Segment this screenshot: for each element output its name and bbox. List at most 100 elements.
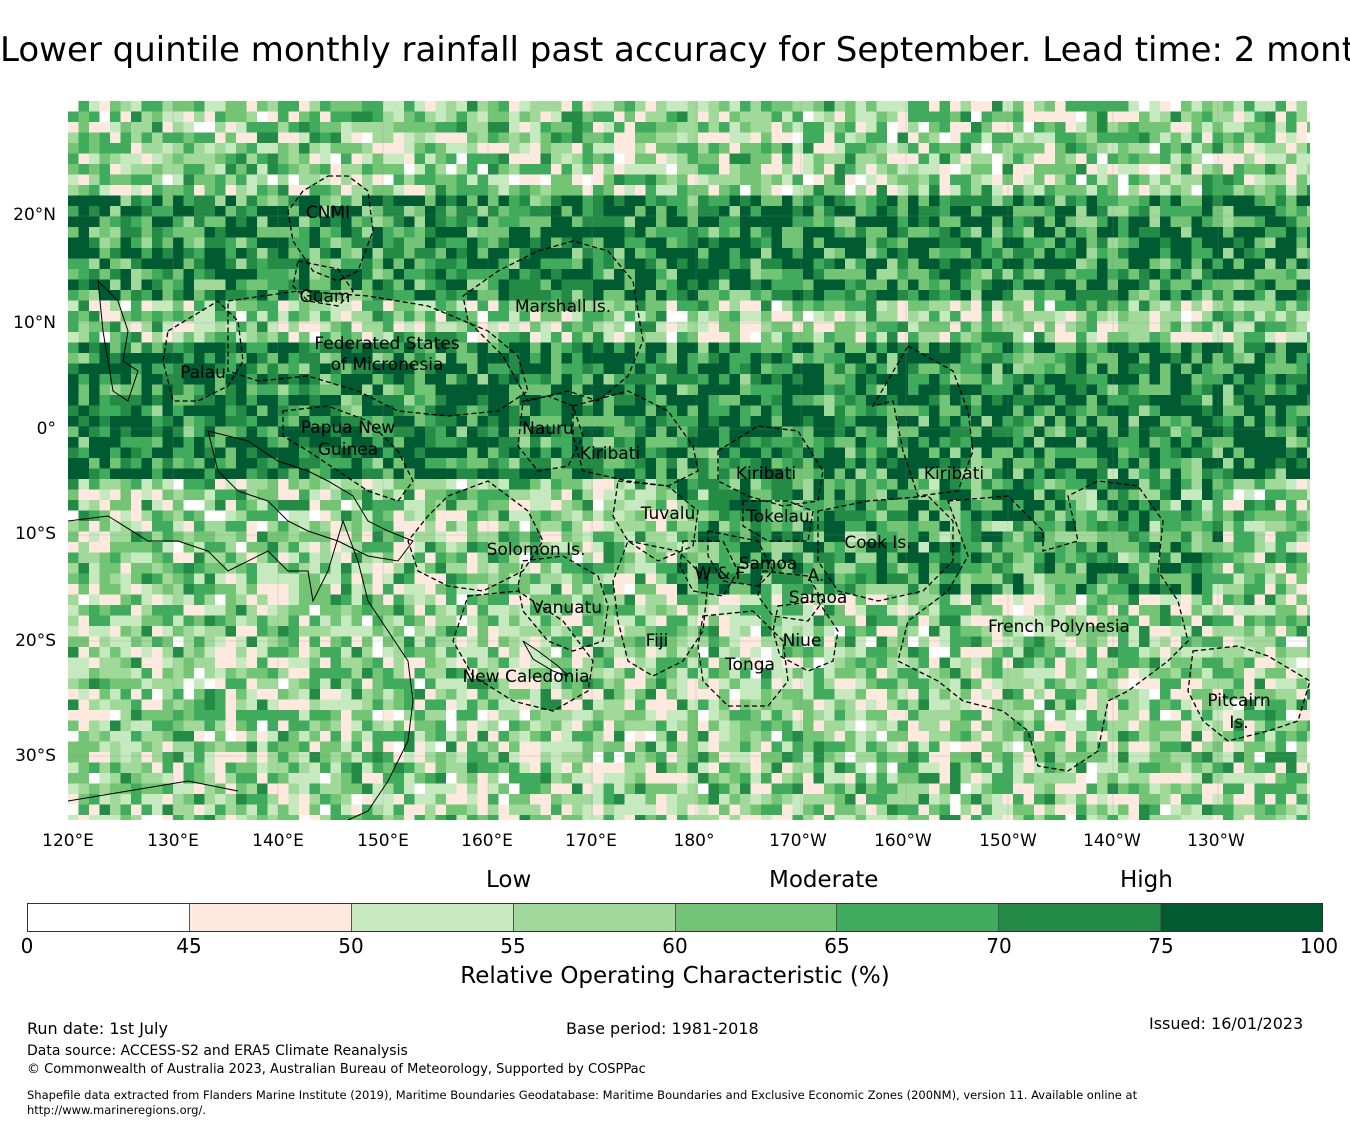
roc-pixel (866, 458, 878, 470)
roc-pixel (740, 353, 752, 365)
roc-pixel (719, 227, 731, 239)
roc-pixel (194, 300, 206, 312)
roc-pixel (414, 185, 426, 197)
roc-pixel (362, 195, 374, 207)
roc-pixel (257, 363, 269, 375)
roc-pixel (740, 332, 752, 344)
roc-pixel (320, 363, 332, 375)
roc-pixel (897, 206, 909, 218)
roc-pixel (152, 342, 164, 354)
roc-pixel (1307, 395, 1310, 407)
roc-pixel (246, 122, 258, 134)
roc-pixel (1160, 489, 1172, 501)
roc-pixel (740, 468, 752, 480)
roc-pixel (1044, 342, 1056, 354)
roc-pixel (1296, 269, 1308, 281)
roc-pixel (960, 321, 972, 333)
roc-pixel (404, 437, 416, 449)
roc-pixel (593, 437, 605, 449)
roc-pixel (656, 489, 668, 501)
roc-pixel (330, 353, 342, 365)
roc-pixel (771, 437, 783, 449)
roc-pixel (1233, 447, 1245, 459)
roc-pixel (593, 122, 605, 134)
roc-pixel (404, 300, 416, 312)
roc-pixel (771, 279, 783, 291)
roc-pixel (1118, 269, 1130, 281)
roc-pixel (110, 174, 122, 186)
roc-pixel (803, 164, 815, 176)
roc-pixel (110, 374, 122, 386)
roc-pixel (1023, 500, 1035, 512)
roc-pixel (698, 143, 710, 155)
roc-pixel (141, 269, 153, 281)
roc-pixel (971, 510, 983, 522)
roc-pixel (1286, 500, 1298, 512)
roc-pixel (467, 468, 479, 480)
roc-pixel (477, 290, 489, 302)
roc-pixel (383, 132, 395, 144)
roc-pixel (68, 363, 80, 375)
roc-pixel (404, 143, 416, 155)
roc-pixel (330, 426, 342, 438)
roc-pixel (173, 258, 185, 270)
roc-pixel (1275, 216, 1287, 228)
roc-pixel (635, 195, 647, 207)
roc-pixel (1160, 206, 1172, 218)
roc-pixel (446, 164, 458, 176)
roc-pixel (1013, 395, 1025, 407)
roc-pixel (792, 300, 804, 312)
roc-pixel (687, 290, 699, 302)
roc-pixel (687, 174, 699, 186)
roc-pixel (1265, 153, 1277, 165)
roc-pixel (456, 164, 468, 176)
roc-pixel (813, 185, 825, 197)
roc-pixel (393, 468, 405, 480)
roc-pixel (603, 248, 615, 260)
roc-pixel (1065, 384, 1077, 396)
roc-pixel (1139, 300, 1151, 312)
roc-pixel (215, 500, 227, 512)
roc-pixel (603, 321, 615, 333)
roc-pixel (173, 216, 185, 228)
roc-pixel (782, 332, 794, 344)
roc-pixel (488, 321, 500, 333)
roc-pixel (309, 342, 321, 354)
roc-pixel (824, 153, 836, 165)
roc-pixel (645, 468, 657, 480)
roc-pixel (173, 447, 185, 459)
roc-pixel (1076, 500, 1088, 512)
roc-pixel (708, 342, 720, 354)
roc-pixel (194, 458, 206, 470)
roc-pixel (771, 111, 783, 123)
roc-pixel (141, 405, 153, 417)
roc-pixel (561, 122, 573, 134)
roc-pixel (1286, 122, 1298, 134)
roc-pixel (687, 101, 699, 113)
roc-pixel (1296, 468, 1308, 480)
roc-pixel (677, 164, 689, 176)
roc-pixel (719, 395, 731, 407)
roc-pixel (834, 153, 846, 165)
roc-pixel (1254, 195, 1266, 207)
roc-pixel (1149, 164, 1161, 176)
roc-pixel (383, 290, 395, 302)
roc-pixel (498, 195, 510, 207)
roc-pixel (1202, 195, 1214, 207)
roc-pixel (1034, 489, 1046, 501)
roc-pixel (1254, 500, 1266, 512)
roc-pixel (309, 479, 321, 491)
roc-pixel (320, 237, 332, 249)
roc-pixel (834, 111, 846, 123)
roc-pixel (1055, 153, 1067, 165)
roc-pixel (1170, 174, 1182, 186)
roc-pixel (320, 206, 332, 218)
roc-pixel (677, 185, 689, 197)
roc-pixel (950, 206, 962, 218)
roc-pixel (845, 269, 857, 281)
roc-pixel (719, 143, 731, 155)
roc-pixel (488, 111, 500, 123)
roc-pixel (656, 416, 668, 428)
roc-pixel (551, 500, 563, 512)
roc-pixel (330, 258, 342, 270)
